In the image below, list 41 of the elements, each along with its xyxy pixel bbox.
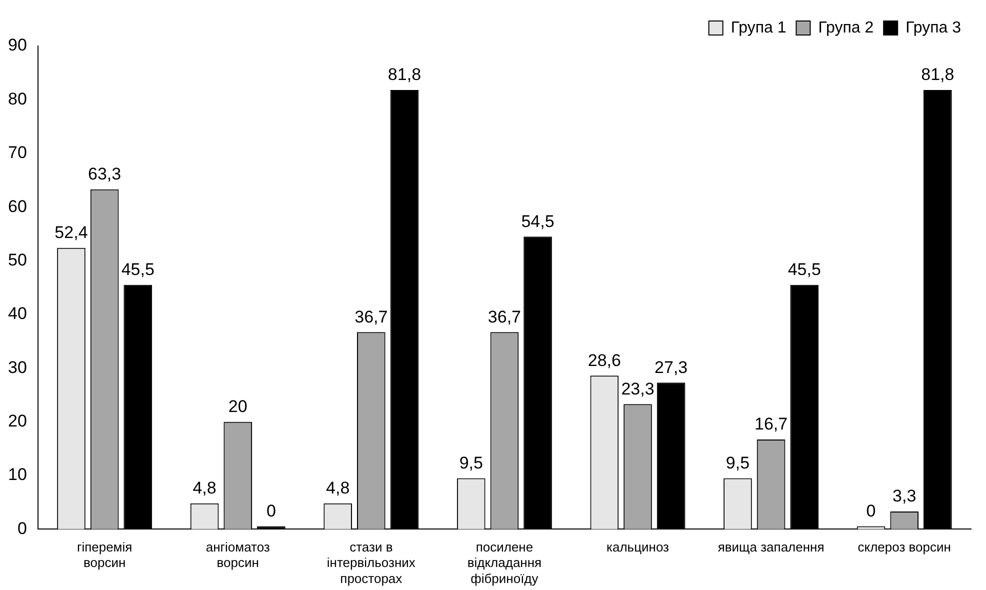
data-label: 0: [866, 501, 876, 520]
y-tick-label: 30: [8, 358, 27, 377]
data-label: 20: [228, 397, 248, 416]
x-tick-label: стази в інтервільозних просторах: [326, 540, 416, 586]
data-label: 36,7: [354, 307, 388, 326]
data-label: 16,7: [754, 414, 788, 434]
y-tick-label: 90: [8, 36, 27, 55]
y-tick-label: 50: [8, 250, 27, 270]
data-label: 9,5: [726, 453, 750, 472]
data-label: 4,8: [326, 478, 350, 498]
x-tick-label: гіперемія ворсин: [76, 540, 132, 570]
data-label: 23,3: [621, 379, 654, 398]
data-label: 0: [266, 501, 276, 520]
legend-label: Група 1: [730, 19, 786, 36]
x-tick-label: явища запалення: [718, 540, 824, 555]
x-tick-label: кальциноз: [606, 540, 670, 555]
legend-label: Група 2: [818, 19, 874, 36]
data-label: 27,3: [654, 358, 688, 377]
data-label: 63,3: [88, 164, 122, 184]
data-label: 9,5: [459, 453, 483, 472]
y-tick-label: 60: [8, 196, 27, 216]
y-tick-label: 80: [8, 89, 27, 108]
data-label: 3,3: [892, 486, 916, 506]
data-label: 81,8: [921, 65, 954, 84]
y-tick-label: 20: [8, 412, 27, 431]
x-tick-label: склероз ворсин: [858, 540, 951, 555]
data-label: 81,8: [388, 65, 422, 84]
data-label: 4,8: [192, 478, 216, 498]
data-label: 36,7: [488, 307, 521, 326]
y-tick-label: 0: [17, 518, 27, 538]
y-tick-label: 10: [8, 465, 27, 484]
data-label: 52,4: [54, 223, 88, 242]
y-tick-label: 70: [8, 143, 27, 162]
x-tick-label: посилене відкладання фібриноїду: [467, 540, 542, 586]
legend-label: Група 3: [906, 19, 962, 36]
y-tick-label: 40: [8, 304, 27, 324]
data-label: 45,5: [788, 260, 821, 280]
data-label: 45,5: [121, 260, 154, 280]
data-label: 54,5: [521, 212, 554, 231]
data-label: 28,6: [588, 350, 621, 370]
x-tick-label: ангіоматоз ворсин: [206, 540, 270, 570]
